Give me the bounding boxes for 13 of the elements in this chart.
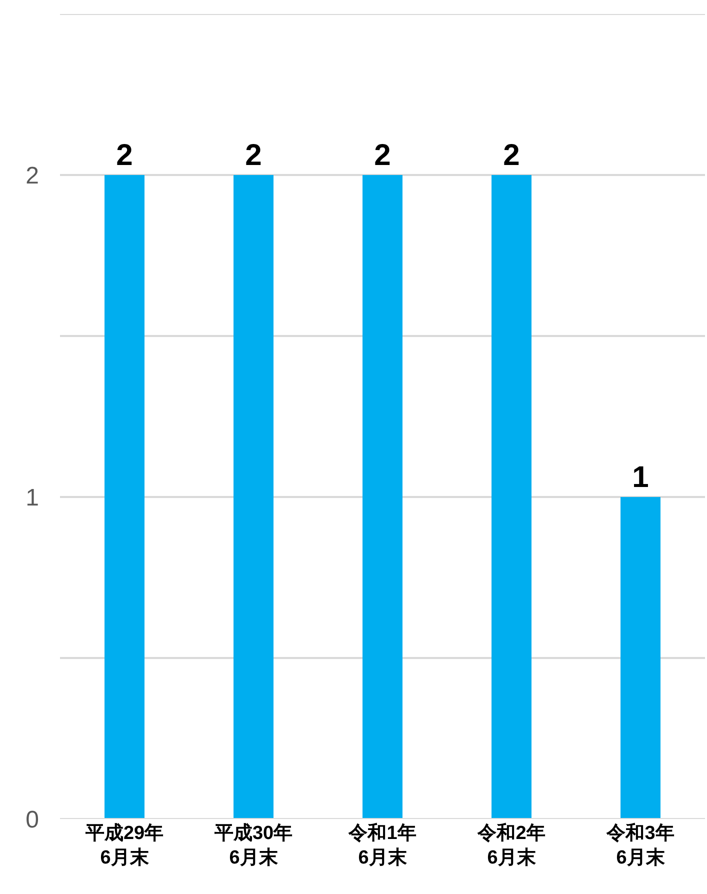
data-label: 1	[632, 461, 649, 494]
x-tick-label: 平成30年 6月末	[213, 822, 293, 869]
x-tick-label: 令和1年 6月末	[348, 822, 416, 869]
y-tick-label: 2	[26, 162, 39, 190]
y-tick-label: 1	[26, 484, 39, 512]
data-label: 2	[503, 139, 520, 172]
y-tick-label: 0	[26, 806, 39, 834]
x-tick-label: 平成29年 6月末	[84, 822, 164, 869]
x-tick-label: 令和2年 6月末	[476, 822, 546, 869]
x-tick-label: 令和3年 6月末	[606, 822, 674, 869]
data-label: 2	[116, 139, 133, 172]
data-label: 2	[245, 139, 262, 172]
data-label: 2	[374, 139, 391, 172]
